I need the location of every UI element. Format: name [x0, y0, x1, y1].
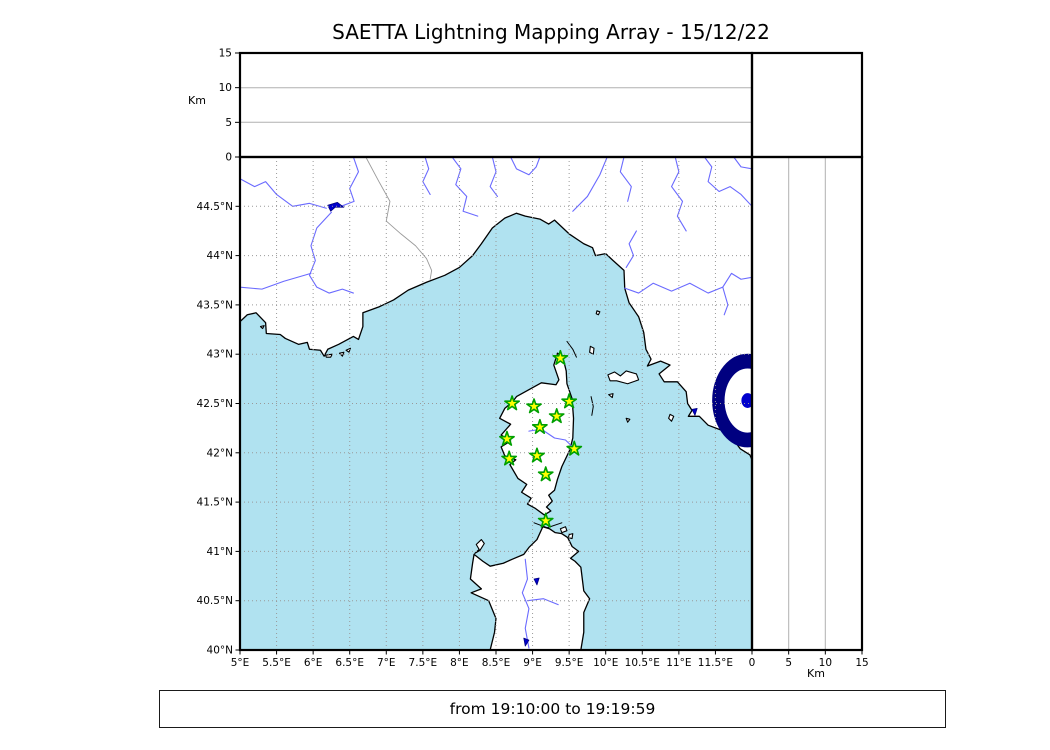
lat-tick-label: 41.5°N: [197, 497, 233, 509]
altitude-top-tick-label: 15: [219, 48, 232, 60]
altitude-top-gridlines: [240, 87, 752, 123]
rivers: [240, 157, 752, 648]
altitude-right-gridlines: [788, 157, 826, 650]
lat-tick-label: 42.5°N: [197, 398, 233, 410]
altitude-axis-label-right: Km: [807, 667, 825, 680]
station-marker: [531, 418, 548, 435]
coastline-sardinia: [470, 527, 589, 650]
time-range-box: from 19:10:00 to 19:19:59: [159, 690, 946, 728]
altitude-right-tick-label: 15: [855, 657, 868, 669]
coast-fragments: [534, 341, 593, 527]
lon-tick-label: 8°E: [450, 657, 469, 669]
map-geography: [240, 157, 752, 650]
lon-tick-label: 10.5°E: [625, 657, 660, 669]
station-marker: [561, 393, 578, 409]
lon-tick-label: 8.5°E: [482, 657, 511, 669]
lat-tick-label: 44°N: [207, 250, 233, 262]
lat-tick-label: 43.5°N: [197, 299, 233, 311]
lon-tick-label: 11.5°E: [698, 657, 733, 669]
lat-tick-label: 40.5°N: [197, 595, 233, 607]
station-marker: [529, 447, 545, 463]
station-markers: [499, 349, 583, 528]
lon-tick-label: 7.5°E: [409, 657, 438, 669]
axis-ticks: [235, 52, 863, 655]
country-border: [366, 157, 432, 279]
lon-tick-label: 7°E: [377, 657, 396, 669]
altitude-top-tick-label: 0: [225, 152, 232, 164]
station-marker: [501, 450, 518, 466]
lon-tick-label: 11°E: [666, 657, 691, 669]
small-islands: [260, 311, 673, 554]
station-marker: [537, 512, 554, 528]
lon-tick-label: 9.5°E: [555, 657, 584, 669]
lon-tick-label: 5°E: [231, 657, 250, 669]
altitude-top-tick-label: 5: [225, 117, 232, 129]
figure-title: SAETTA Lightning Mapping Array - 15/12/2…: [332, 20, 770, 44]
lat-tick-label: 42°N: [207, 447, 233, 459]
lat-tick-label: 41°N: [207, 546, 233, 558]
lon-tick-label: 6°E: [304, 657, 323, 669]
station-marker: [526, 398, 542, 414]
station-marker: [504, 395, 521, 411]
altitude-right-panel: [750, 155, 864, 652]
coastline-corsica: [500, 353, 574, 515]
altitude-right-tick-label: 10: [819, 657, 832, 669]
altitude-top-tick-label: 10: [219, 82, 232, 94]
map-gridlines: [240, 157, 752, 650]
station-marker: [499, 430, 515, 446]
station-marker: [548, 408, 565, 424]
lon-tick-label: 5.5°E: [262, 657, 291, 669]
axis-tick-labels: 5°E 5.5°E 6°E 6.5°E 7°E 7.5°E 8°E 8.5°E 9°E 9.5°E…: [197, 48, 869, 670]
altitude-axis-label-top: Km: [188, 94, 206, 107]
coastline-continent: [240, 157, 752, 460]
altitude-right-tick-label: 0: [749, 657, 756, 669]
station-marker: [566, 440, 583, 456]
station-marker: [552, 349, 569, 366]
lat-tick-label: 40°N: [207, 645, 233, 657]
station-marker: [537, 466, 554, 482]
lon-tick-label: 6.5°E: [335, 657, 364, 669]
time-range-text: from 19:10:00 to 19:19:59: [449, 700, 656, 718]
lat-tick-label: 44.5°N: [197, 201, 233, 213]
lon-tick-label: 10°E: [593, 657, 618, 669]
altitude-right-tick-label: 5: [785, 657, 792, 669]
lat-tick-label: 43°N: [207, 349, 233, 361]
lon-tick-label: 9°E: [523, 657, 542, 669]
